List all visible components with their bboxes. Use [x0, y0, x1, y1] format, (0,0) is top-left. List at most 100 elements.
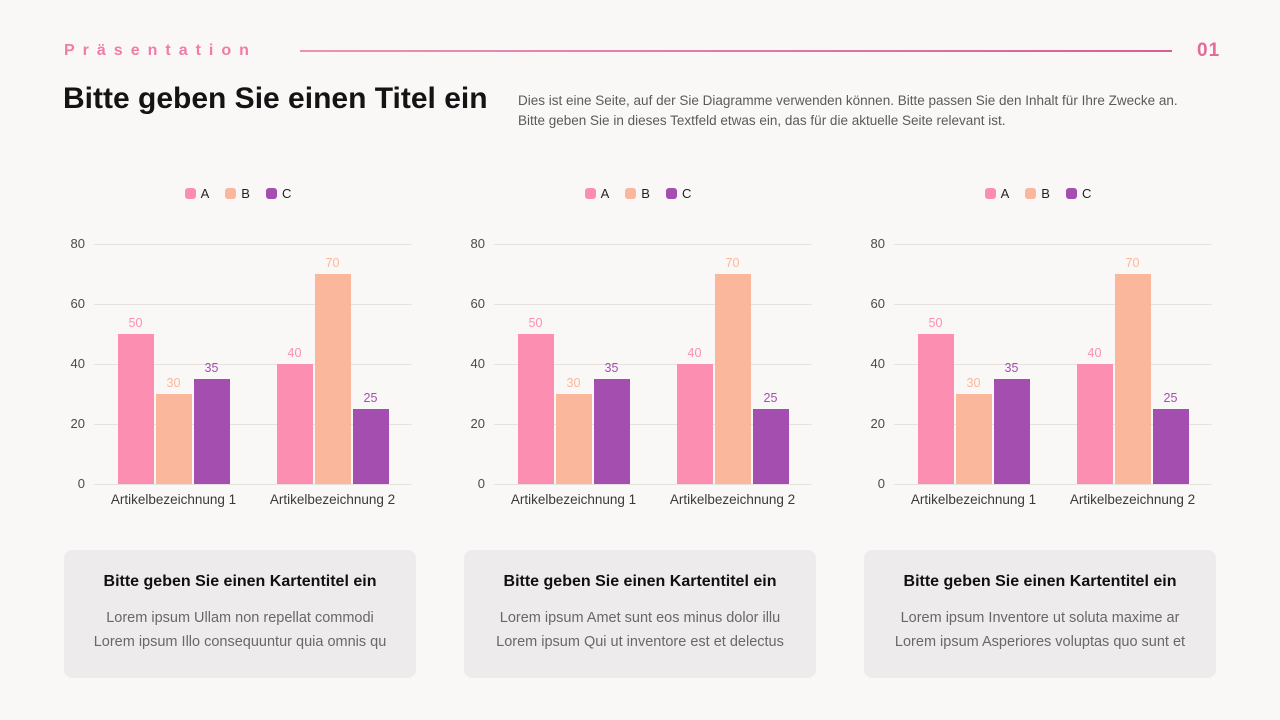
gridline: [94, 244, 412, 245]
y-axis-tick-label: 0: [877, 476, 885, 491]
bar-series-B: 70: [714, 256, 751, 484]
bar-group: 40 70 25: [253, 244, 412, 484]
x-axis-labels: Artikelbezeichnung 1 Artikelbezeichnung 2: [894, 492, 1212, 507]
legend-item: A: [584, 186, 609, 201]
y-axis-tick-label: 60: [870, 296, 885, 311]
y-axis-tick-label: 0: [477, 476, 485, 491]
bar-series-B: 30: [955, 376, 992, 484]
bar-group: 40 70 25: [653, 244, 812, 484]
brand-label: Präsentation: [64, 42, 257, 59]
page-title: Bitte geben Sie einen Titel ein: [63, 82, 488, 115]
legend-item: A: [184, 186, 209, 201]
bar-value-label: 35: [604, 361, 619, 375]
bar-groups: 50 30 35 40 70 25: [494, 244, 812, 484]
legend-swatch-C: [665, 187, 677, 199]
bar-value-label: 25: [763, 391, 778, 405]
legend-swatch-A: [584, 187, 596, 199]
bar-group: 40 70 25: [1053, 244, 1212, 484]
x-axis-category-label: Artikelbezeichnung 2: [1069, 492, 1196, 507]
gridline: [894, 304, 1212, 305]
page-subtitle-line-1: Dies ist eine Seite, auf der Sie Diagram…: [518, 93, 1178, 108]
bar-chart-1: A B C 0 20 40 60 80 50 30 35 40 70 25 Artikelbezeic…: [64, 184, 412, 507]
y-axis-tick-label: 40: [70, 356, 85, 371]
legend-item: B: [225, 186, 250, 201]
legend-item: C: [1065, 186, 1091, 201]
chart-legend: A B C: [464, 184, 812, 202]
card-body-line-1: Lorem ipsum Inventore ut soluta maxime a…: [900, 610, 1180, 626]
legend-label: C: [681, 185, 692, 201]
gridline: [894, 364, 1212, 365]
bar-value-label: 70: [325, 256, 340, 270]
y-axis-tick-label: 80: [70, 236, 85, 251]
bar-value-label: 40: [287, 346, 302, 360]
bar-value-label: 50: [528, 316, 543, 330]
x-axis-category-label: Artikelbezeichnung 1: [110, 492, 237, 507]
bar-series-C: 35: [993, 361, 1030, 484]
header-divider-line: [300, 50, 1172, 52]
y-axis-tick-label: 20: [470, 416, 485, 431]
chart-plot-row: 0 20 40 60 80 50 30 35 40 70 25: [464, 236, 812, 491]
gridline: [94, 484, 412, 485]
card-body-line-2: Lorem ipsum Asperiores voluptas quo sunt…: [894, 634, 1186, 651]
x-axis-category-label: Artikelbezeichnung 1: [910, 492, 1037, 507]
card-title: Bitte geben Sie einen Kartentitel ein: [503, 573, 777, 590]
card-body: Lorem ipsum Inventore ut soluta maxime a…: [882, 606, 1198, 655]
bar-series-C: 25: [352, 391, 389, 484]
gridline: [494, 244, 812, 245]
gridline: [94, 424, 412, 425]
bar-groups: 50 30 35 40 70 25: [94, 244, 412, 484]
plot-area: 50 30 35 40 70 25: [894, 244, 1212, 485]
legend-label: B: [1041, 185, 1050, 201]
chart-plot-row: 0 20 40 60 80 50 30 35 40 70 25: [864, 236, 1212, 491]
bar-value-label: 35: [204, 361, 219, 375]
legend-label: A: [1000, 185, 1010, 201]
bar-series-A: 40: [276, 346, 313, 484]
bar-value-label: 40: [687, 346, 702, 360]
y-axis-tick-label: 60: [70, 296, 85, 311]
legend-swatch-B: [625, 187, 637, 199]
legend-swatch-C: [265, 187, 277, 199]
bar-series-B: 30: [155, 376, 192, 484]
legend-label: B: [641, 185, 650, 201]
bar-value-label: 30: [166, 376, 181, 390]
y-axis-tick-label: 60: [470, 296, 485, 311]
page-subtitle: Dies ist eine Seite, auf der Sie Diagram…: [518, 91, 1178, 132]
bar-chart-3: A B C 0 20 40 60 80 50 30 35 40 70 25 Artikelbezeic…: [864, 184, 1212, 507]
bar-value-label: 30: [566, 376, 581, 390]
gridline: [494, 364, 812, 365]
card-body-line-1: Lorem ipsum Ullam non repellat commodi: [106, 610, 374, 626]
page-number: 01: [1197, 40, 1221, 61]
card-3: Bitte geben Sie einen Kartentitel ein Lo…: [864, 550, 1216, 678]
legend-item: B: [1025, 186, 1050, 201]
bar-group: 50 30 35: [894, 244, 1053, 484]
card-1: Bitte geben Sie einen Kartentitel ein Lo…: [64, 550, 416, 678]
gridline: [894, 244, 1212, 245]
legend-item: C: [265, 186, 291, 201]
gridline: [894, 424, 1212, 425]
gridline: [494, 304, 812, 305]
legend-swatch-B: [1025, 187, 1037, 199]
x-axis-labels: Artikelbezeichnung 1 Artikelbezeichnung 2: [494, 492, 812, 507]
bar-series-B: 70: [1114, 256, 1151, 484]
y-axis-tick-label: 80: [470, 236, 485, 251]
legend-item: B: [625, 186, 650, 201]
legend-swatch-A: [184, 187, 196, 199]
plot-area: 50 30 35 40 70 25: [94, 244, 412, 485]
bar-series-A: 50: [517, 316, 554, 484]
card-body: Lorem ipsum Amet sunt eos minus dolor il…: [482, 606, 798, 655]
legend-swatch-C: [1065, 187, 1077, 199]
y-axis: 0 20 40 60 80: [64, 236, 94, 491]
card-body-line-2: Lorem ipsum Qui ut inventore est et dele…: [496, 634, 784, 651]
y-axis-tick-label: 20: [70, 416, 85, 431]
chart-legend: A B C: [64, 184, 412, 202]
bar-series-B: 70: [314, 256, 351, 484]
bar-series-A: 50: [917, 316, 954, 484]
bar-series-C: 35: [593, 361, 630, 484]
bar-series-B: 30: [555, 376, 592, 484]
y-axis-tick-label: 80: [870, 236, 885, 251]
bar-value-label: 35: [1004, 361, 1019, 375]
bar-series-A: 40: [676, 346, 713, 484]
bar-value-label: 70: [725, 256, 740, 270]
gridline: [494, 424, 812, 425]
plot-area: 50 30 35 40 70 25: [494, 244, 812, 485]
